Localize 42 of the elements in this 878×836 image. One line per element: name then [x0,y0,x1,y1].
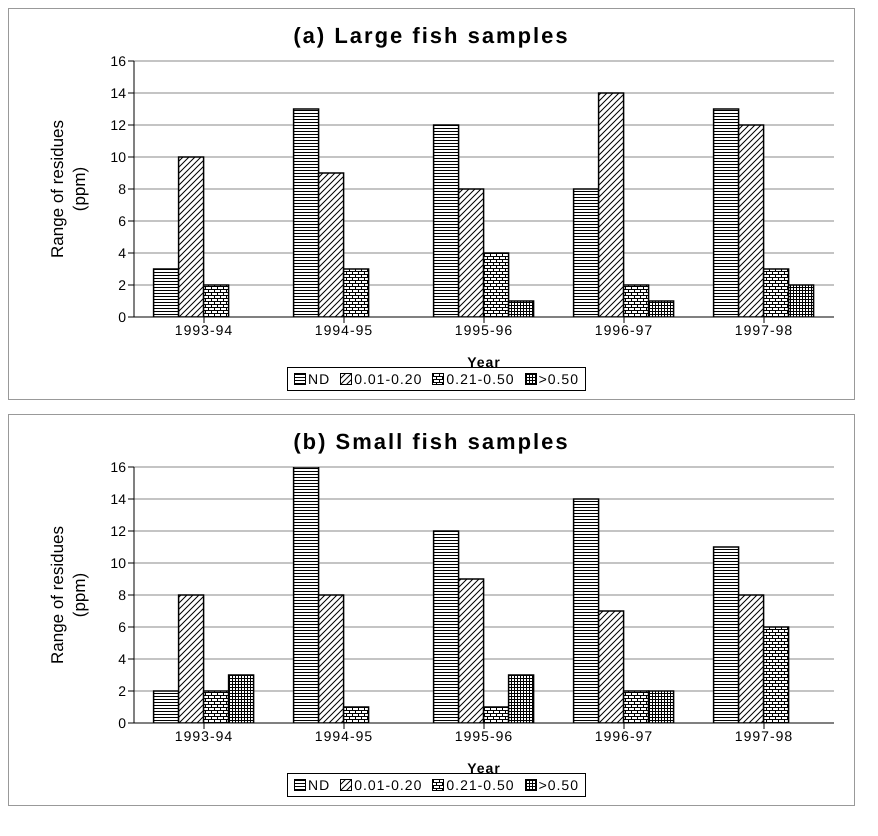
y-tick-label: 4 [118,650,126,667]
y-tick-label: 8 [118,586,126,603]
x-tick-label: 1995-96 [454,728,514,744]
legend-label: 0.21-0.50 [446,371,515,387]
x-tick-label: 1993-94 [174,728,234,744]
y-tick-label: 16 [110,52,126,69]
y-tick-label: 6 [118,212,126,229]
legend-label: 0.21-0.50 [446,777,515,793]
x-tick-label: 1996-97 [594,728,654,744]
y-tick-label: 14 [110,84,126,101]
chart-title: (a) Large fish samples [292,22,571,49]
y-tick-label: 4 [118,244,126,261]
x-tick-label: 1994-95 [314,322,374,338]
y-axis-title: Range of residues (ppm) [48,526,89,664]
legend-label: ND [308,371,330,387]
y-tick-label: 8 [118,180,126,197]
legend-label: 0.01-0.20 [354,371,422,387]
y-tick-label: 0 [118,308,126,325]
y-tick-label: 10 [110,148,126,165]
y-tick-label: 14 [110,490,126,507]
x-tick-label: 1994-95 [314,728,374,744]
y-tick-label: 0 [118,714,126,731]
chart-title: (b) Small fish samples [292,428,571,455]
legend-label: >0.50 [538,371,579,387]
x-axis-title: Year [467,760,501,776]
x-tick-label: 1996-97 [594,322,654,338]
y-tick-label: 12 [110,522,126,539]
legend-label: >0.50 [538,777,579,793]
y-tick-label: 16 [110,458,126,475]
y-tick-label: 2 [118,682,126,699]
x-tick-label: 1993-94 [174,322,234,338]
x-tick-label: 1997-98 [734,322,794,338]
legend-label: ND [308,777,330,793]
x-axis-title: Year [467,354,501,370]
legend-label: 0.01-0.20 [354,777,422,793]
y-tick-label: 12 [110,116,126,133]
x-tick-label: 1997-98 [734,728,794,744]
y-tick-label: 2 [118,276,126,293]
y-tick-label: 10 [110,554,126,571]
y-tick-label: 6 [118,618,126,635]
y-axis-title: Range of residues (ppm) [48,120,89,258]
x-tick-label: 1995-96 [454,322,514,338]
